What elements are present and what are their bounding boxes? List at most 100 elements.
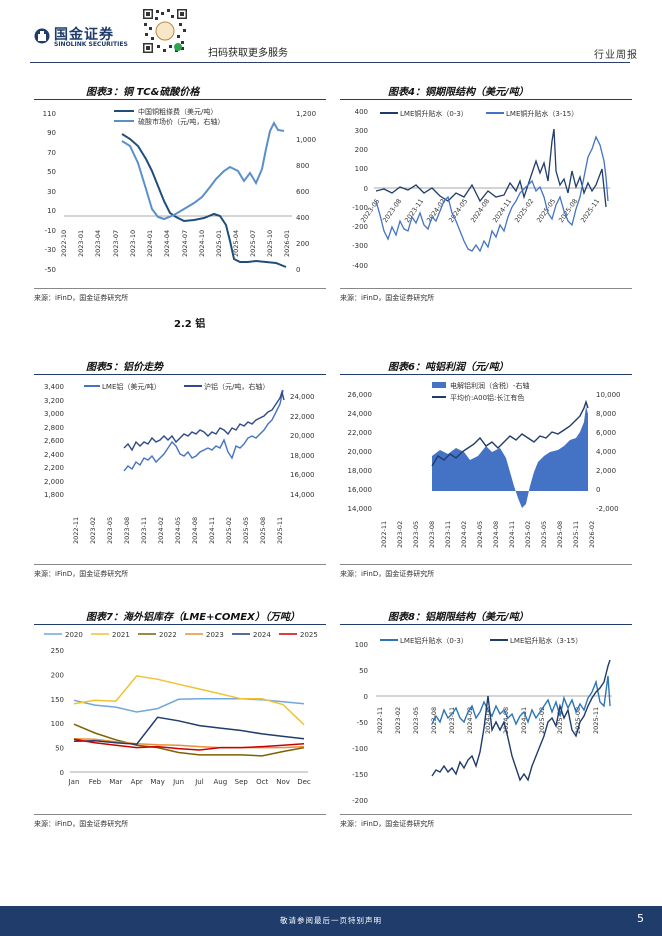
legend-label: LME铜升贴水（3-15） — [506, 109, 578, 118]
legend-label: 2020 — [65, 631, 83, 639]
figure-3-source: 来源：iFinD，国金证券研究所 — [34, 294, 129, 302]
x-tick-label: 2024-08 — [492, 521, 500, 548]
legend-label: 平均价:A00铝:长江有色 — [450, 393, 524, 402]
x-tick-label: 2025-11 — [579, 197, 601, 224]
section-title: 2.2 铝 — [174, 319, 206, 330]
y-tick-label: 0 — [364, 693, 368, 701]
x-tick-label: 2022-11 — [72, 517, 80, 544]
y-tick-label: 3,000 — [44, 410, 64, 418]
figure-5-legend: LME铝（美元/吨） 沪铝（元/吨，右轴） — [84, 382, 269, 391]
series-2021-line — [73, 675, 305, 726]
x-tick-label: 2025-07 — [249, 230, 257, 257]
y-tick-label: 250 — [51, 647, 64, 655]
x-tick-label: 2025-11 — [592, 707, 600, 734]
y-tick-label: -50 — [357, 719, 368, 727]
x-tick-label: 2025-05 — [242, 517, 250, 544]
report-type: 行业周报 — [594, 50, 638, 61]
figure-5-source-rule — [34, 564, 326, 565]
figure-8-rule — [340, 624, 632, 625]
y-tick-label: 14,000 — [348, 505, 373, 513]
x-tick-label: Aug — [214, 778, 228, 786]
x-tick-label: 2024-01 — [146, 230, 154, 257]
x-tick-label: 2024-05 — [484, 707, 492, 734]
x-tick-label: 2023-11 — [444, 521, 452, 548]
figure-7-source-rule — [34, 814, 326, 815]
figure-6-legend: 电解铝利润（含税）-右轴 平均价:A00铝:长江有色 — [432, 381, 530, 402]
x-tick-label: 2025-02 — [524, 521, 532, 548]
brand-name-cn: 国金证券 — [54, 27, 114, 43]
x-tick-label: Mar — [109, 778, 122, 786]
figure-4-source-rule — [340, 288, 632, 289]
x-tick-label: 2025-01 — [215, 230, 223, 257]
y2-tick-label: 16,000 — [290, 471, 315, 479]
legend-label: 2024 — [253, 631, 271, 639]
x-tick-label: 2023-05 — [412, 521, 420, 548]
x-tick-label: Oct — [256, 778, 268, 786]
figure-8-source-rule — [340, 814, 632, 815]
series-cu-spread-0-3-line — [375, 128, 607, 208]
figure-3-chart: 中国铜粗搽费（美元/吨） 硫酸市场价（元/吨，右轴） 110 90 70 50 … — [43, 107, 316, 274]
y-tick-label: 2,000 — [44, 478, 64, 486]
x-tick-label: 2024-11 — [508, 521, 516, 548]
y-tick-label: 200 — [355, 146, 368, 154]
figure-6-source: 来源：iFinD，国金证券研究所 — [340, 570, 435, 578]
x-tick-label: Feb — [89, 778, 102, 786]
series-al-spread-0-3-line — [431, 675, 611, 726]
x-tick-label: 2022-10 — [60, 230, 68, 257]
y-tick-label: 20,000 — [348, 448, 373, 456]
y-tick-label: -300 — [352, 242, 368, 250]
y2-tick-label: 14,000 — [290, 491, 315, 499]
y2-tick-label: -2,000 — [596, 505, 619, 513]
x-tick-label: 2024-11 — [520, 707, 528, 734]
x-tick-label: 2024-08 — [502, 707, 510, 734]
x-tick-label: 2023-05 — [412, 707, 420, 734]
y2-tick-label: 20,000 — [290, 432, 315, 440]
y-tick-label: 300 — [355, 127, 368, 135]
x-tick-label: 2025-05 — [556, 707, 564, 734]
x-tick-label: 2025-04 — [232, 230, 240, 257]
legend-label: LME铝升贴水（0-3） — [400, 636, 468, 645]
y2-tick-label: 22,000 — [290, 413, 315, 421]
y-tick-label: 90 — [47, 129, 56, 137]
y2-tick-label: 0 — [296, 266, 300, 274]
x-tick-label: 2023-11 — [448, 707, 456, 734]
qr-code-icon — [141, 7, 189, 55]
x-tick-label: 2023-02 — [394, 707, 402, 734]
y-tick-label: -10 — [45, 227, 56, 235]
x-tick-label: 2024-07 — [181, 230, 189, 257]
y2-tick-label: 400 — [296, 214, 309, 222]
y-tick-label: -50 — [45, 266, 56, 274]
x-tick-label: 2023-08 — [428, 521, 436, 548]
series-tc-line — [121, 133, 287, 268]
y-tick-label: 2,400 — [44, 451, 64, 459]
figure-8-chart: LME铝升贴水（0-3） LME铝升贴水（3-15） 100 50 0 -50 … — [352, 636, 612, 805]
y2-tick-label: 800 — [296, 162, 309, 170]
x-tick-label: Sep — [235, 778, 249, 786]
y-tick-label: 16,000 — [348, 486, 373, 494]
y-tick-label: -30 — [45, 246, 56, 254]
y2-tick-label: 200 — [296, 240, 309, 248]
x-tick-label: 2022-11 — [380, 521, 388, 548]
y2-tick-label: 18,000 — [290, 452, 315, 460]
y-tick-label: 100 — [355, 165, 368, 173]
x-tick-label: 2025-08 — [556, 521, 564, 548]
y-tick-label: 1,800 — [44, 491, 64, 499]
figure-5-title: 图表5：铝价走势 — [86, 362, 163, 373]
y-tick-label: 26,000 — [348, 391, 373, 399]
y-tick-label: 70 — [47, 149, 56, 157]
page-number: 5 — [637, 912, 644, 925]
y-tick-label: -100 — [352, 745, 368, 753]
y-tick-label: 3,400 — [44, 383, 64, 391]
y2-tick-label: 4,000 — [596, 448, 616, 456]
y-tick-label: 50 — [47, 168, 56, 176]
legend-label: 2023 — [206, 631, 224, 639]
legend-label: 2021 — [112, 631, 130, 639]
figure-3-rule — [34, 99, 326, 100]
y2-tick-label: 1,200 — [296, 110, 316, 118]
x-tick-label: Jan — [68, 778, 80, 786]
y-tick-label: 0 — [364, 185, 368, 193]
y-tick-label: 100 — [355, 641, 368, 649]
x-tick-label: 2025-11 — [572, 521, 580, 548]
footer-disclaimer[interactable]: 敬请参阅最后一页特别声明 — [280, 916, 382, 925]
x-tick-label: 2024-08 — [191, 517, 199, 544]
